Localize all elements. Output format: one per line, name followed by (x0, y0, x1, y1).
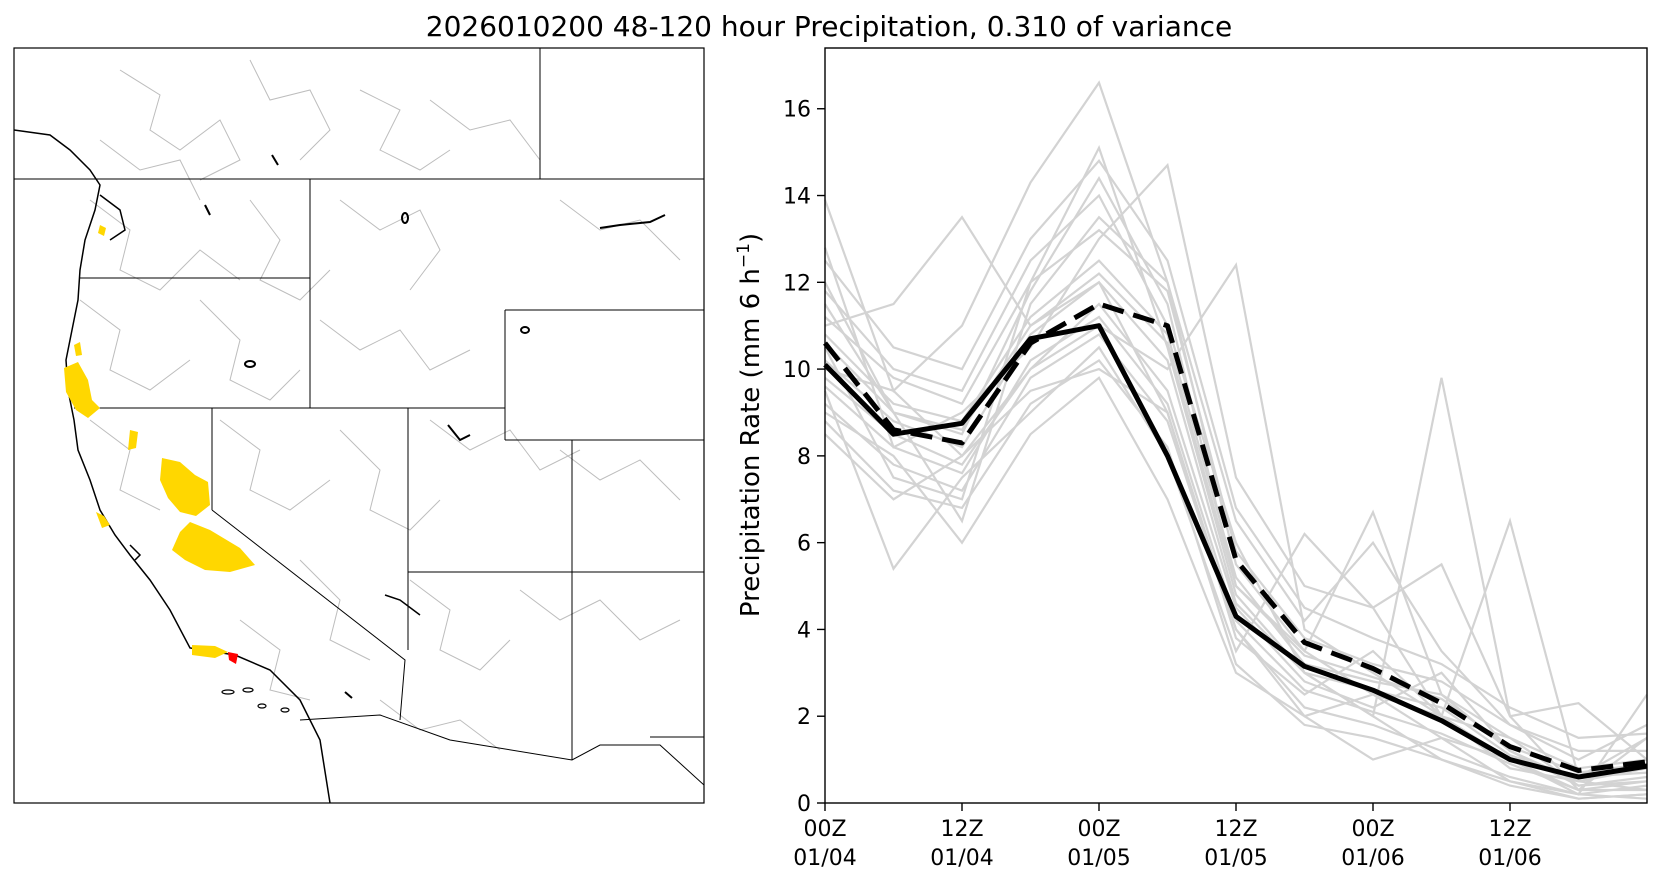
extreme-basin (228, 652, 238, 664)
ensemble-member-line-14 (824, 332, 1648, 796)
islands (221, 687, 290, 713)
x-tick-label-time: 12Z (940, 817, 983, 842)
y-tick-label: 2 (797, 705, 811, 730)
x-tick-label-time: 00Z (803, 817, 846, 842)
x-tick-label-date: 01/06 (1341, 846, 1404, 871)
x-tick-label-date: 01/05 (1067, 846, 1130, 871)
ensemble-member-line-12 (824, 302, 1648, 787)
x-tick-label-time: 00Z (1351, 817, 1394, 842)
coastline (14, 129, 421, 803)
x-tick-label-time: 00Z (1077, 817, 1120, 842)
ensemble-member-line-20 (824, 315, 1648, 792)
y-tick-label: 12 (783, 271, 811, 296)
figure-title: 2026010200 48-120 hour Precipitation, 0.… (425, 10, 1233, 43)
state-borders (14, 48, 704, 786)
map-panel (13, 47, 705, 804)
y-tick-label: 14 (783, 185, 811, 210)
y-axis-label: Precipitation Rate (mm 6 h−1) (734, 233, 766, 617)
y-tick-label: 10 (783, 358, 811, 383)
ensemble-member-line-17 (824, 358, 1648, 800)
x-tick-label-date: 01/04 (793, 846, 856, 871)
x-tick-label-time: 12Z (1214, 817, 1257, 842)
highlight-basins (64, 225, 255, 658)
x-axis: 00Z 01/04 12Z 01/04 00Z 01/05 12Z 01/05 00Z 01/06… (793, 803, 1542, 871)
basin-boundaries (79, 59, 681, 751)
x-tick-label-date: 01/06 (1478, 846, 1541, 871)
line-chart: 0 2 4 6 8 10 12 14 16 00Z 01/04 12Z 01/04 00Z 01/05 12… (734, 47, 1648, 871)
ensemble-member-line-18 (824, 159, 1648, 740)
y-tick-label: 4 (797, 618, 811, 643)
ensemble-member-line-11 (824, 193, 1648, 800)
y-tick-label: 6 (797, 532, 811, 557)
series-line-mean (823, 323, 1648, 780)
y-tick-label: 8 (797, 445, 811, 470)
lakes (204, 154, 666, 699)
x-tick-label-time: 12Z (1488, 817, 1531, 842)
x-tick-label-date: 01/04 (930, 846, 993, 871)
ensemble-member-line-5 (824, 144, 1647, 792)
x-tick-label-date: 01/05 (1204, 846, 1267, 871)
ensemble-member-line-10 (824, 367, 1648, 792)
map-frame (13, 47, 705, 804)
y-tick-label: 16 (783, 98, 811, 123)
y-axis: 0 2 4 6 8 10 12 14 16 (783, 98, 825, 817)
series-line-selected (823, 301, 1648, 773)
ensemble-member-line-16 (824, 280, 1648, 779)
y-tick-label: 0 (797, 792, 811, 817)
main-series (823, 301, 1648, 780)
